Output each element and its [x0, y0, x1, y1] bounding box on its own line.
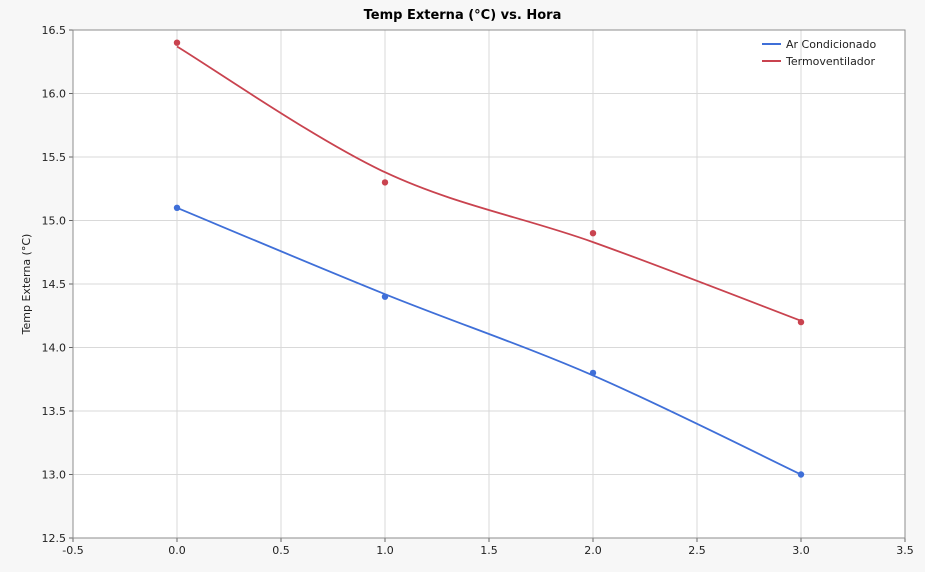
y-tick-label: 13.0: [42, 469, 67, 482]
plot-frame: [72, 29, 906, 539]
chart-title: Temp Externa (°C) vs. Hora: [363, 8, 562, 23]
legend-entry: Ar Condicionado: [762, 38, 876, 51]
series-layer: [173, 39, 805, 478]
legend-label: Termoventilador: [785, 55, 876, 68]
series-2: [173, 39, 805, 326]
y-tick-label: 16.0: [42, 88, 67, 101]
legend: Ar Condicionado Termoventilador: [762, 38, 876, 68]
x-tick-label: 3.5: [896, 544, 914, 557]
data-point: [173, 39, 181, 46]
data-point: [381, 293, 389, 300]
x-tick-label: 0.0: [168, 544, 186, 557]
grid: [72, 29, 906, 539]
x-tick-label: 1.0: [376, 544, 394, 557]
axes: -0.5 0.0 0.5 1.0 1.5 2.0 2.5 3.0 3.5 12.5 13.0 13.5…: [42, 24, 914, 557]
y-tick-label: 14.5: [42, 278, 67, 291]
x-tick-label: -0.5: [62, 544, 83, 557]
legend-label: Ar Condicionado: [786, 38, 876, 51]
series-1: [173, 204, 805, 478]
legend-entry: Termoventilador: [762, 55, 876, 68]
data-point: [589, 369, 597, 377]
y-tick-label: 13.5: [42, 405, 67, 418]
series-line: [176, 45, 802, 322]
data-point: [589, 230, 597, 237]
data-point: [797, 471, 805, 478]
y-tick-label: 15.5: [42, 151, 67, 164]
data-point: [381, 179, 389, 186]
x-tick-label: 2.0: [584, 544, 602, 557]
x-tick-label: 1.5: [480, 544, 498, 557]
series-line: [176, 206, 802, 476]
y-tick-label: 16.5: [42, 24, 67, 37]
y-axis-title: Temp Externa (°C): [20, 234, 33, 336]
y-tick-label: 15.0: [42, 215, 67, 228]
y-tick-label: 14.0: [42, 342, 67, 355]
x-tick-label: 0.5: [272, 544, 290, 557]
data-point: [173, 204, 181, 211]
data-point: [797, 318, 805, 326]
x-tick-label: 3.0: [792, 544, 810, 557]
y-tick-label: 12.5: [42, 532, 67, 545]
x-tick-label: 2.5: [688, 544, 706, 557]
